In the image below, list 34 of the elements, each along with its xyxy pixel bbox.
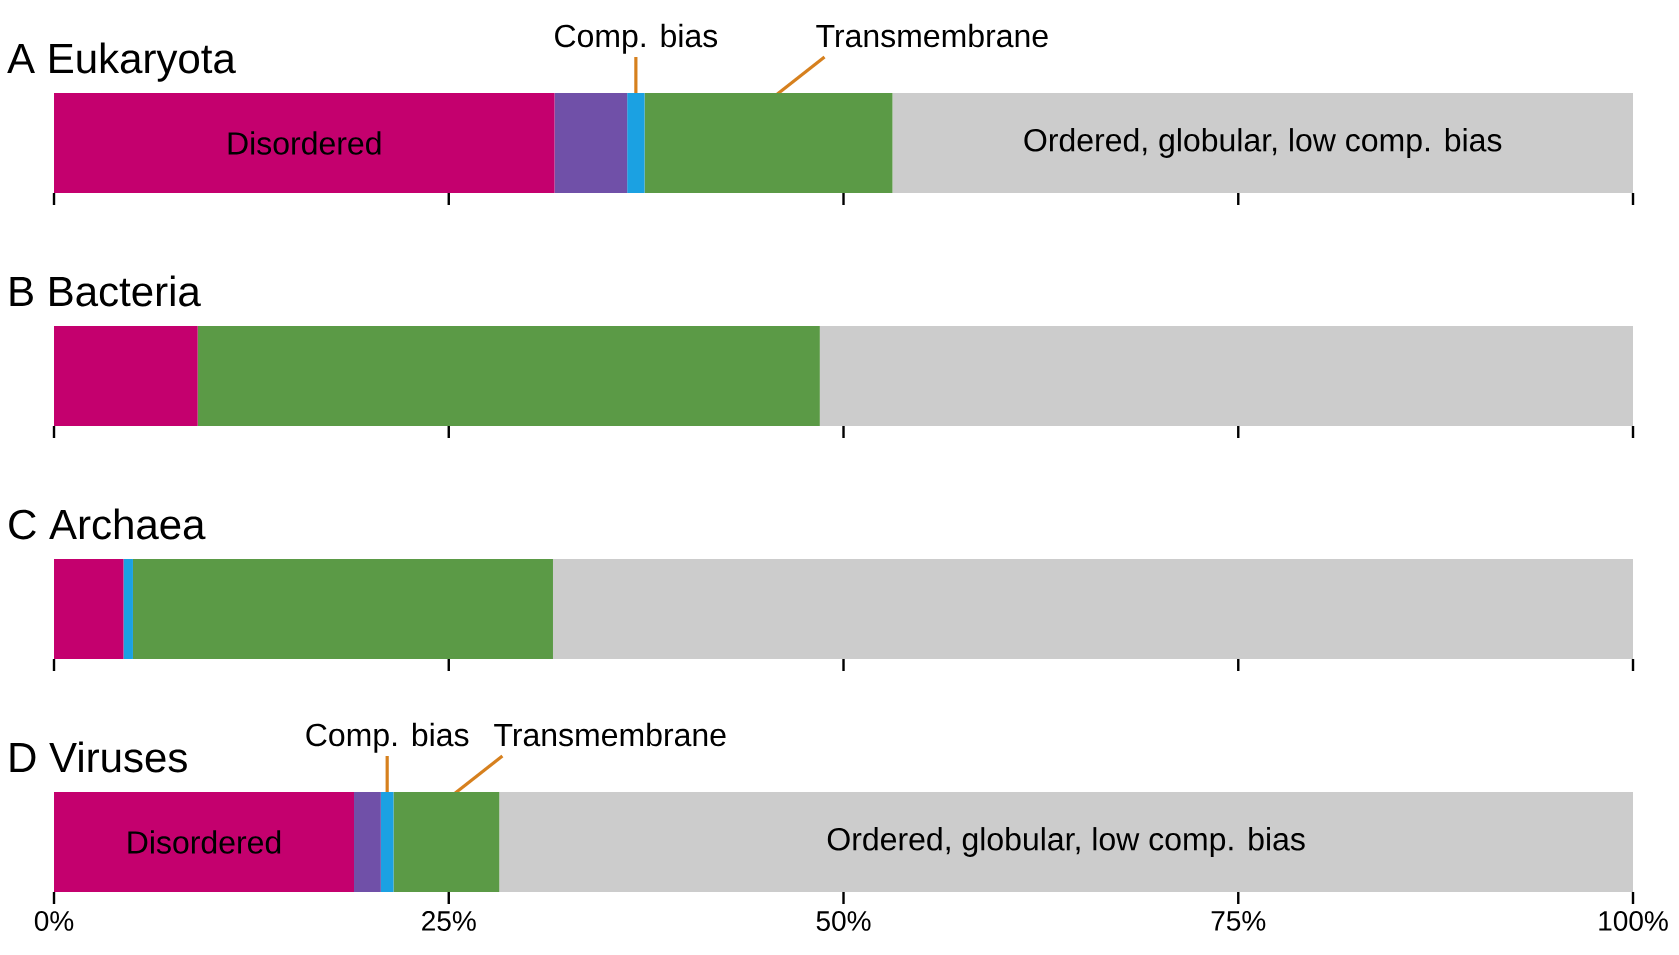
x-tick-label: 0% (34, 911, 74, 931)
x-tick-label: 25% (422, 911, 476, 931)
text: Ordered, globular, low comp. bias (827, 827, 1305, 857)
series-label: Transmembrane (816, 23, 1048, 48)
bar (644, 93, 893, 193)
bar (819, 326, 1634, 426)
bar (54, 326, 198, 426)
y-tick-label: A Eukaryota (7, 42, 236, 82)
x-tick-label: 50% (816, 911, 871, 931)
bar (54, 792, 355, 892)
x-tick-label: 75% (1211, 911, 1266, 931)
bar (554, 93, 628, 193)
series-label: Ordered, globular, low comp. bias (1024, 128, 1502, 158)
bar (123, 559, 133, 659)
bar (380, 792, 394, 892)
text: Transmembrane (494, 722, 726, 747)
bar (54, 93, 555, 193)
bar (354, 792, 381, 892)
x-tick-label: 100% (1599, 911, 1668, 931)
y-tick-label: B Bacteria (10, 275, 201, 307)
bar (54, 559, 124, 659)
bar (627, 93, 645, 193)
bar (197, 326, 820, 426)
bar (892, 93, 1634, 193)
text: Comp. bias (306, 722, 469, 753)
text: Disordered (128, 830, 281, 854)
bar (132, 559, 553, 659)
y-tick-label: C Archaea (9, 508, 206, 540)
series-label: Disordered (228, 131, 381, 155)
bar (552, 559, 1634, 659)
bar (393, 792, 500, 892)
y-tick-label: D Viruses (10, 741, 187, 773)
series-label: Comp. bias (555, 23, 718, 54)
bar (499, 792, 1634, 892)
